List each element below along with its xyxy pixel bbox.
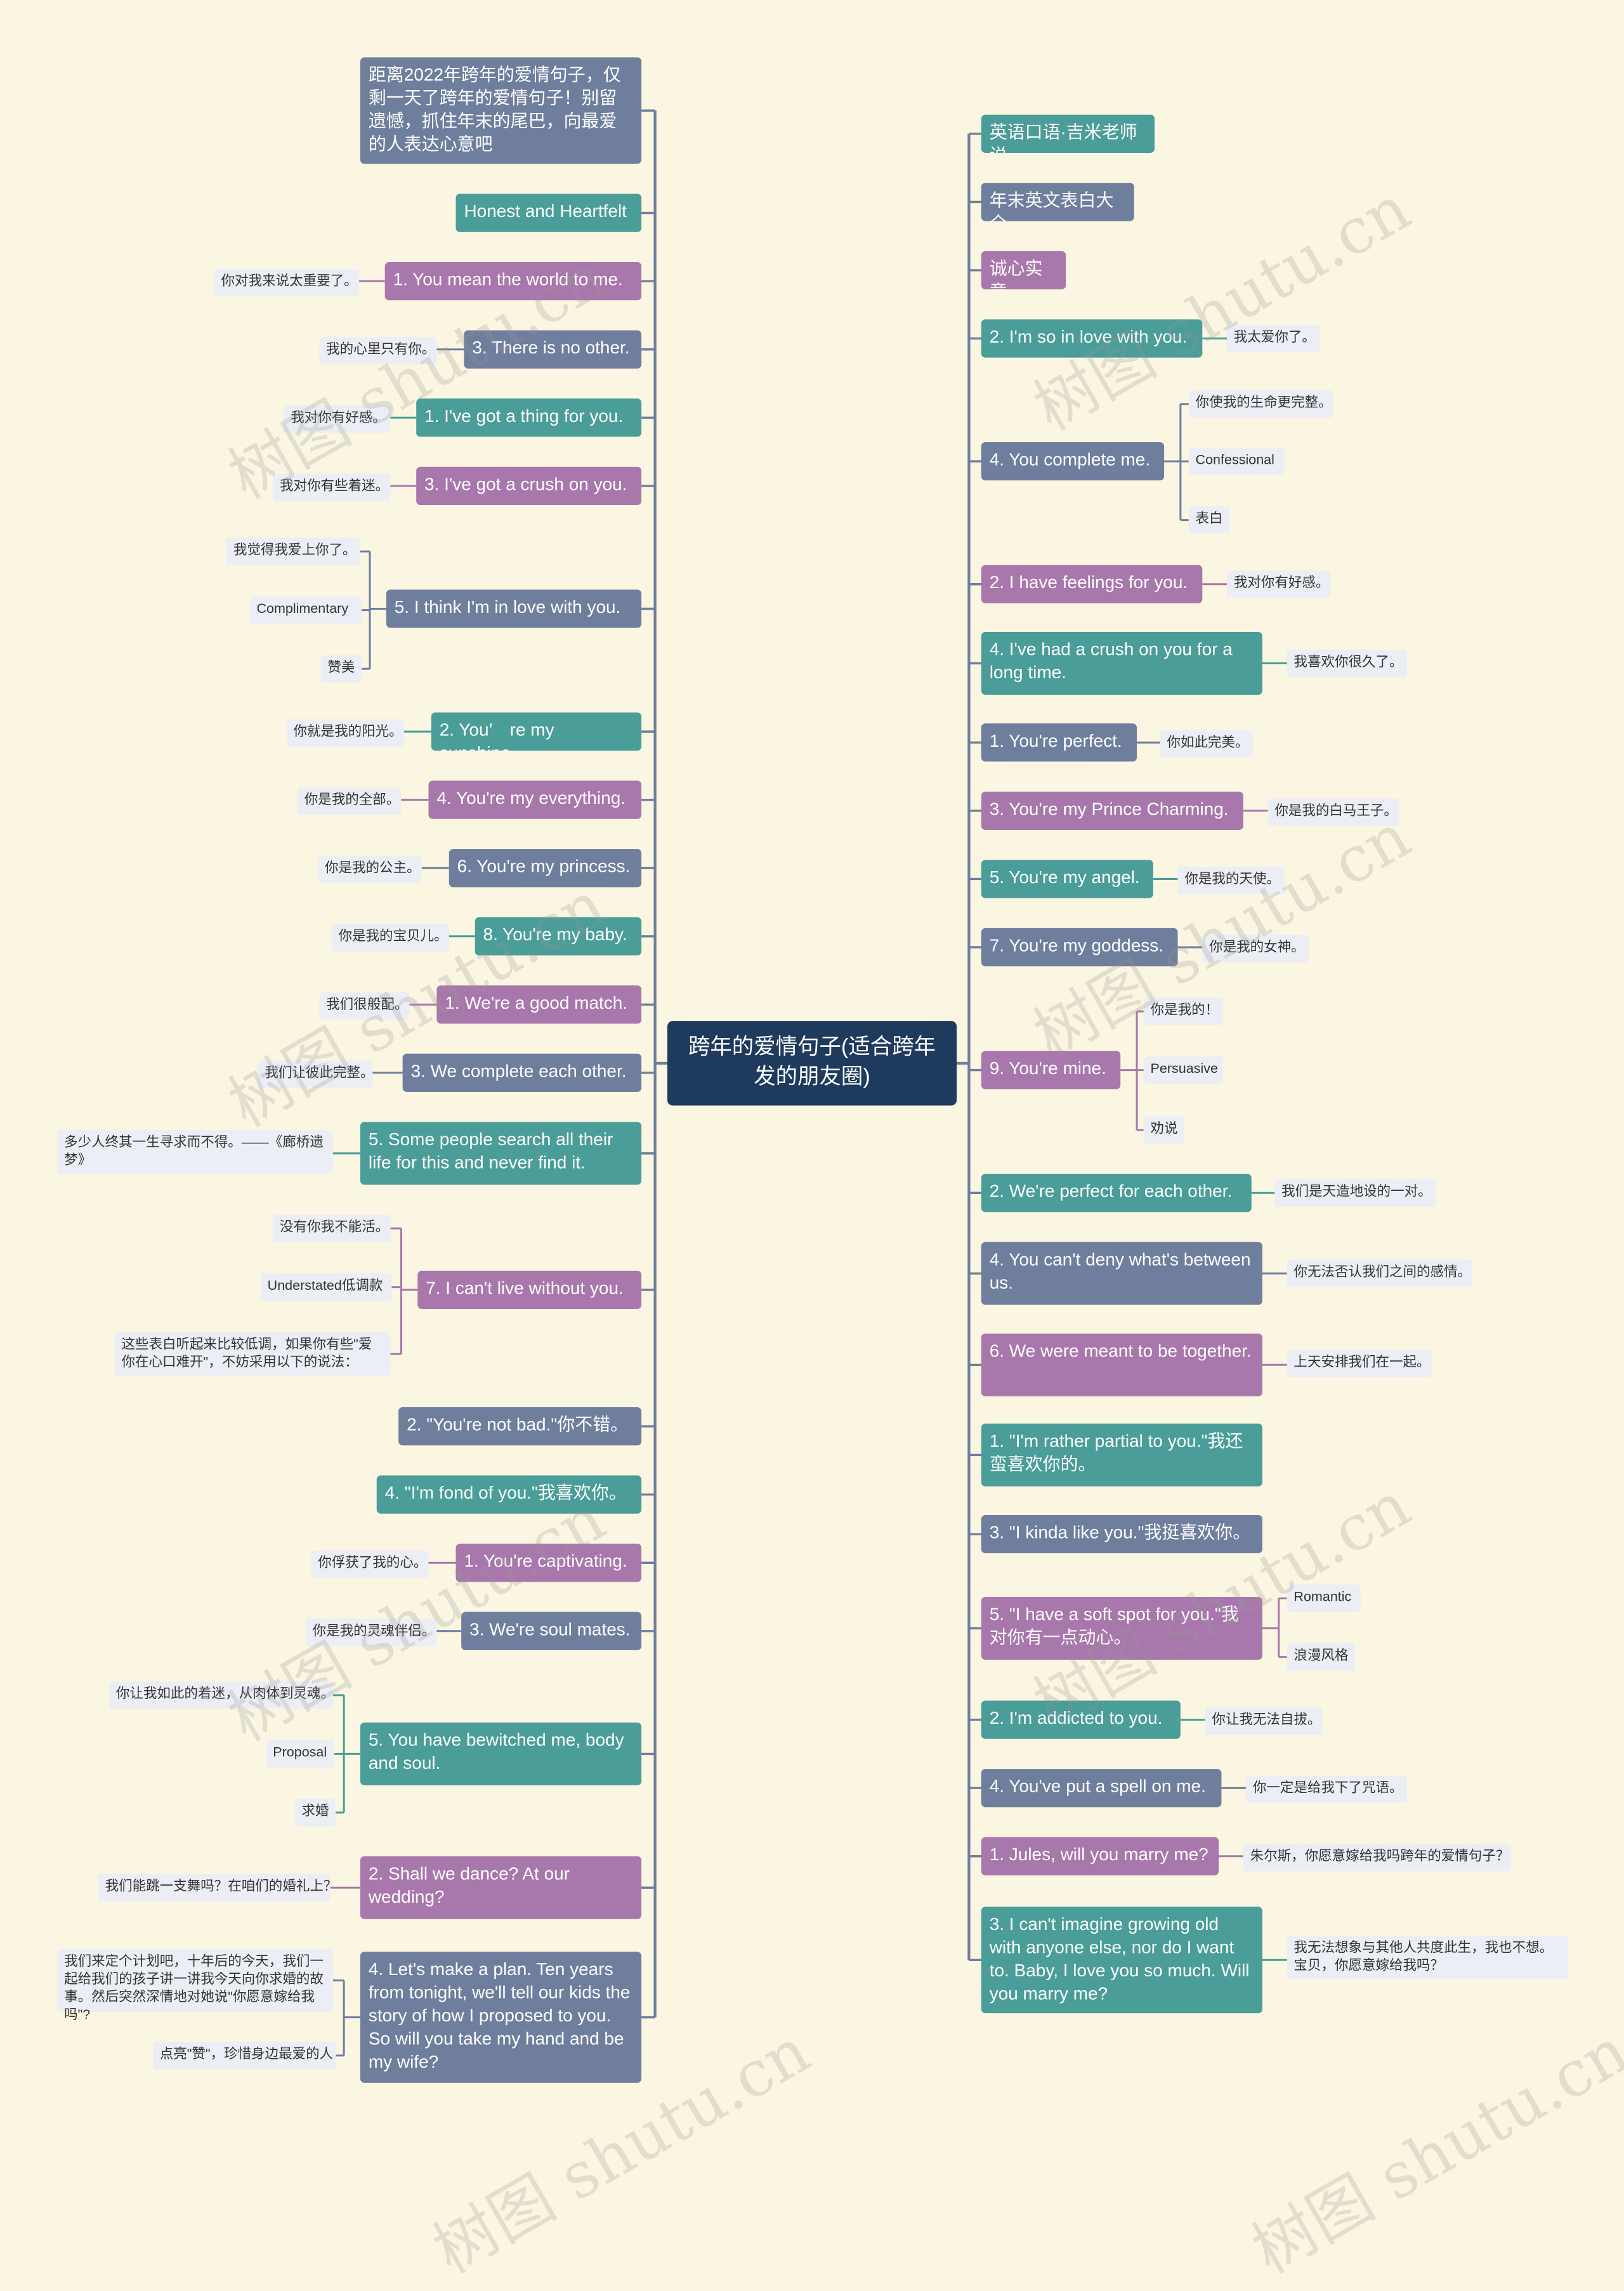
left-branch-node[interactable]: 8. You're my baby. bbox=[475, 917, 642, 955]
right-branch-node[interactable]: 2. I'm addicted to you. bbox=[981, 1700, 1181, 1739]
left-branch-node[interactable]: 7. I can't live without you. bbox=[417, 1270, 642, 1310]
leaf-note[interactable]: 多少人终其一生寻求而不得。——《廊桥遗梦》 bbox=[57, 1130, 333, 1174]
left-branch-node[interactable]: 1. You're captivating. bbox=[455, 1544, 642, 1582]
leaf-note[interactable]: 你是我的！ bbox=[1143, 997, 1223, 1025]
leaf-note[interactable]: Understated低调款 bbox=[260, 1273, 392, 1301]
leaf-note[interactable]: 你是我的灵魂伴侣。 bbox=[305, 1618, 437, 1646]
leaf-note[interactable]: Complimentary bbox=[249, 596, 362, 624]
left-branch-node[interactable]: 2. Shall we dance? At our wedding? bbox=[360, 1856, 642, 1919]
leaf-note[interactable]: 我们来定个计划吧，十年后的今天，我们一起给我们的孩子讲一讲我今天向你求婚的故事。… bbox=[57, 1949, 333, 2023]
leaf-note[interactable]: 我对你有些着迷。 bbox=[273, 473, 391, 501]
mind-map: 跨年的爱情句子(适合跨年发的朋友圈) 距离2022年跨年的爱情句子，仅剩一天了跨… bbox=[57, 57, 1624, 2287]
left-branch-node[interactable]: 3. We're soul mates. bbox=[461, 1612, 642, 1650]
leaf-note[interactable]: 你是我的全部。 bbox=[297, 787, 402, 815]
leaf-note[interactable]: 我们让彼此完整。 bbox=[258, 1060, 374, 1088]
leaf-note[interactable]: 你如此完美。 bbox=[1160, 730, 1253, 758]
leaf-note[interactable]: 你让我如此的着迷，从肉体到灵魂。 bbox=[109, 1681, 334, 1709]
leaf-note[interactable]: 我对你有好感。 bbox=[284, 405, 391, 433]
leaf-note[interactable]: 我无法想象与其他人共度此生，我也不想。宝贝，你愿意嫁给我吗？ bbox=[1287, 1935, 1568, 1979]
leaf-note[interactable]: 你使我的生命更完整。 bbox=[1188, 390, 1333, 418]
leaf-note[interactable]: Romantic bbox=[1287, 1584, 1361, 1612]
leaf-note[interactable]: 上天安排我们在一起。 bbox=[1287, 1349, 1432, 1377]
left-branch-node[interactable]: 距离2022年跨年的爱情句子，仅剩一天了跨年的爱情句子！别留遗憾，抓住年末的尾巴… bbox=[360, 57, 642, 164]
right-branch-node[interactable]: 1. Jules, will you marry me? bbox=[981, 1837, 1219, 1875]
left-branch-node[interactable]: 2. You’ re my sunshine. bbox=[431, 712, 642, 751]
right-branch-node[interactable]: 2. We're perfect for each other. bbox=[981, 1174, 1252, 1212]
left-branch-node[interactable]: 4. "I'm fond of you."我喜欢你。 bbox=[376, 1475, 642, 1514]
leaf-note[interactable]: 你是我的女神。 bbox=[1202, 935, 1309, 962]
leaf-note[interactable]: 我的心里只有你。 bbox=[319, 337, 437, 365]
right-branch-node[interactable]: 诚心实意 bbox=[981, 251, 1066, 290]
leaf-note[interactable]: 我们是天造地设的一对。 bbox=[1274, 1179, 1436, 1207]
right-branch-node[interactable]: 5. You're my angel. bbox=[981, 860, 1153, 898]
right-branch-node[interactable]: 1. You're perfect. bbox=[981, 723, 1137, 762]
left-branch-node[interactable]: 1. We're a good match. bbox=[436, 985, 642, 1024]
left-branch-node[interactable]: 6. You're my princess. bbox=[449, 849, 642, 888]
leaf-note[interactable]: 这些表白听起来比较低调，如果你有些"爱你在心口难开"，不妨采用以下的说法： bbox=[114, 1332, 391, 1376]
leaf-note[interactable]: 你无法否认我们之间的感情。 bbox=[1287, 1259, 1473, 1287]
leaf-note[interactable]: 我太爱你了。 bbox=[1227, 325, 1320, 353]
root-topic[interactable]: 跨年的爱情句子(适合跨年发的朋友圈) bbox=[667, 1021, 957, 1106]
leaf-note[interactable]: 你就是我的阳光。 bbox=[286, 719, 404, 747]
leaf-note[interactable]: 我觉得我爱上你了。 bbox=[226, 537, 360, 565]
right-branch-node[interactable]: 1. "I'm rather partial to you."我还蛮喜欢你的。 bbox=[981, 1423, 1262, 1487]
right-branch-node[interactable]: 2. I'm so in love with you. bbox=[981, 319, 1203, 358]
right-branch-node[interactable]: 年末英文表白大全 bbox=[981, 183, 1134, 221]
leaf-note[interactable]: 你是我的白马王子。 bbox=[1267, 798, 1399, 826]
leaf-note[interactable]: Proposal bbox=[266, 1740, 335, 1768]
leaf-note[interactable]: 你对我来说太重要了。 bbox=[214, 268, 359, 296]
left-branch-node[interactable]: 2. "You're not bad."你不错。 bbox=[398, 1407, 642, 1446]
leaf-note[interactable]: 赞美 bbox=[320, 655, 362, 683]
leaf-note[interactable]: 你让我无法自拔。 bbox=[1205, 1707, 1323, 1735]
leaf-note[interactable]: 我们能跳一支舞吗？在咱们的婚礼上？ bbox=[98, 1874, 337, 1901]
left-branch-node[interactable]: 3. There is no other. bbox=[464, 330, 642, 369]
leaf-note[interactable]: 你是我的公主。 bbox=[318, 855, 422, 883]
right-branch-node[interactable]: 2. I have feelings for you. bbox=[981, 565, 1203, 603]
right-branch-node[interactable]: 9. You're mine. bbox=[981, 1051, 1121, 1089]
right-branch-node[interactable]: 3. I can't imagine growing old with anyo… bbox=[981, 1907, 1262, 2014]
right-branch-node[interactable]: 4. I've had a crush on you for a long ti… bbox=[981, 632, 1262, 695]
right-branch-node[interactable]: 7. You're my goddess. bbox=[981, 928, 1178, 967]
leaf-note[interactable]: 浪漫风格 bbox=[1287, 1643, 1356, 1671]
left-branch-node[interactable]: 5. I think I'm in love with you. bbox=[386, 589, 642, 628]
right-branch-node[interactable]: 6. We were meant to be together. bbox=[981, 1333, 1262, 1396]
left-branch-node[interactable]: 1. I've got a thing for you. bbox=[416, 398, 642, 437]
right-branch-node[interactable]: 5. "I have a soft spot for you."我对你有一点动心… bbox=[981, 1597, 1262, 1660]
connector-lines bbox=[330, 109, 1287, 2057]
left-branch-node[interactable]: 3. I've got a crush on you. bbox=[416, 466, 642, 505]
left-branch-node[interactable]: 1. You mean the world to me. bbox=[384, 262, 642, 301]
leaf-note[interactable]: 没有你我不能活。 bbox=[273, 1214, 391, 1242]
left-branch-node[interactable]: 3. We complete each other. bbox=[402, 1053, 642, 1093]
left-branch-node[interactable]: Honest and Heartfelt bbox=[455, 194, 642, 232]
left-branch-node[interactable]: 4. Let's make a plan. Ten years from ton… bbox=[360, 1952, 642, 2083]
leaf-note[interactable]: Confessional bbox=[1188, 447, 1285, 475]
right-branch-node[interactable]: 3. You're my Prince Charming. bbox=[981, 791, 1243, 830]
left-branch-node[interactable]: 4. You're my everything. bbox=[428, 780, 642, 819]
leaf-note[interactable]: 你是我的宝贝儿。 bbox=[331, 924, 449, 952]
right-branch-node[interactable]: 4. You complete me. bbox=[981, 442, 1165, 481]
leaf-note[interactable]: 点亮"赞"，珍惜身边最爱的人 bbox=[152, 2042, 336, 2070]
leaf-note[interactable]: 你一定是给我下了咒语。 bbox=[1246, 1775, 1407, 1803]
right-branch-node[interactable]: 3. "I kinda like you."我挺喜欢你。 bbox=[981, 1514, 1262, 1554]
leaf-note[interactable]: 你是我的天使。 bbox=[1177, 867, 1285, 895]
leaf-note[interactable]: Persuasive bbox=[1143, 1056, 1223, 1084]
leaf-note[interactable]: 朱尔斯，你愿意嫁给我吗跨年的爱情句子？ bbox=[1243, 1844, 1511, 1872]
leaf-note[interactable]: 你俘获了我的心。 bbox=[311, 1550, 429, 1578]
leaf-note[interactable]: 表白 bbox=[1188, 506, 1230, 534]
leaf-note[interactable]: 我对你有好感。 bbox=[1227, 570, 1331, 598]
left-branch-node[interactable]: 5. Some people search all their life for… bbox=[360, 1122, 642, 1185]
right-branch-node[interactable]: 4. You've put a spell on me. bbox=[981, 1769, 1222, 1808]
right-branch-node[interactable]: 英语口语·吉米老师说 bbox=[981, 114, 1155, 153]
leaf-note[interactable]: 我喜欢你很久了。 bbox=[1287, 650, 1407, 678]
leaf-note[interactable]: 我们很般配。 bbox=[319, 992, 410, 1020]
right-branch-node[interactable]: 4. You can't deny what's between us. bbox=[981, 1242, 1262, 1305]
leaf-note[interactable]: 求婚 bbox=[294, 1799, 336, 1827]
leaf-note[interactable]: 劝说 bbox=[1143, 1116, 1185, 1144]
left-branch-node[interactable]: 5. You have bewitched me, body and soul. bbox=[360, 1722, 642, 1785]
